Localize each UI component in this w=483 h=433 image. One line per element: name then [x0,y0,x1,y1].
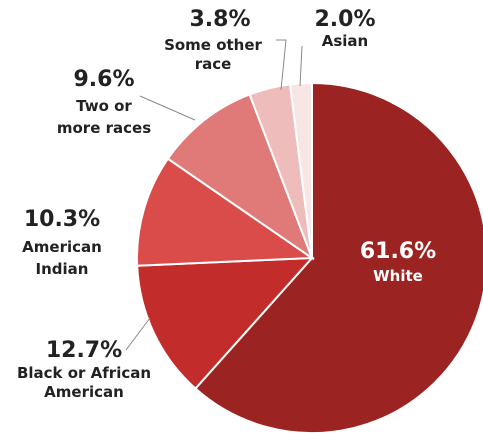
leader-line-some-other-race [276,39,287,91]
pie-slices [136,81,483,433]
label-black-line2: American [44,383,124,401]
label-white-name: White [373,267,423,285]
label-american-indian-line2: Indian [36,260,89,278]
leader-line-asian [299,45,303,87]
pie-slice-two-or-more-races [166,93,315,261]
pie-slice-american-indian [136,157,316,267]
pie-slice-black-or-african-american [136,256,315,390]
label-black-line1: Black or African [17,364,151,382]
label-two-or-more-line2: more races [57,119,151,137]
label-some-other-race-line1: Some other [164,36,262,54]
pie-slice-white [194,81,483,433]
label-black-pct: 12.7% [46,338,122,363]
label-two-or-more-line1: Two or [76,97,132,115]
label-some-other-race-pct: 3.8% [189,7,250,32]
label-american-indian-pct: 10.3% [24,207,100,232]
label-american-indian-line1: American [22,238,102,256]
leader-line-two-or-more [139,95,196,121]
label-white-pct: 61.6% [360,239,436,264]
pie-slice-asian [288,81,313,259]
label-two-or-more-pct: 9.6% [73,67,134,92]
label-asian-pct: 2.0% [314,7,375,32]
label-some-other-race-line2: race [195,55,232,73]
label-asian-name: Asian [322,32,368,50]
leader-line-black [125,317,151,351]
